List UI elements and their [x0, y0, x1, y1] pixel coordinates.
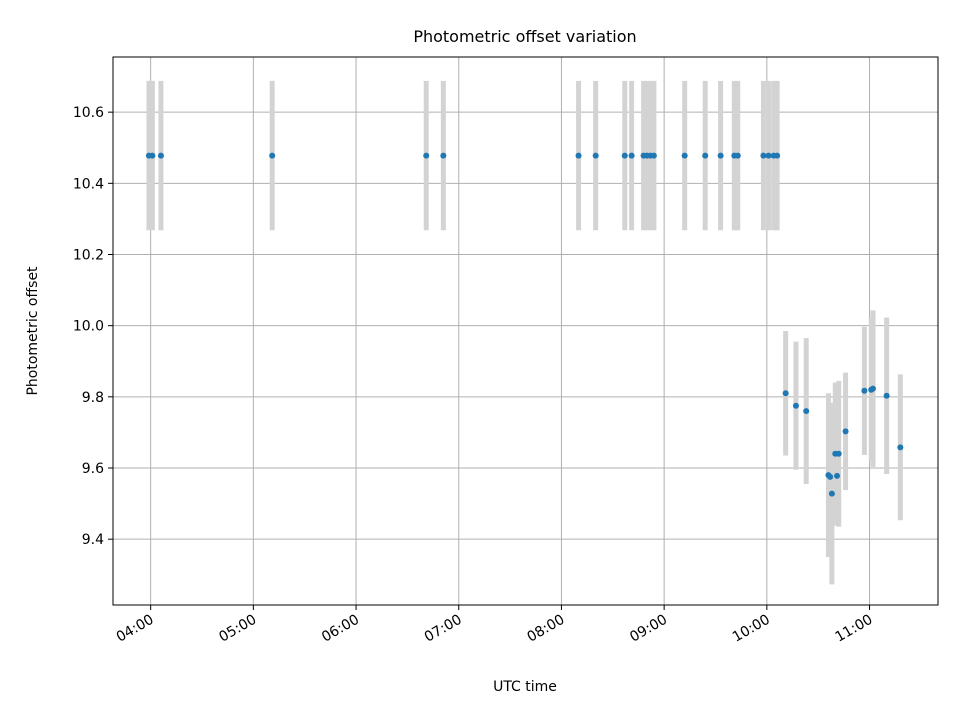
x-tick-label: 10:00 [730, 612, 773, 646]
x-tick-label: 11:00 [833, 612, 876, 646]
data-point [575, 152, 582, 159]
data-point [269, 152, 276, 159]
data-point [734, 152, 741, 159]
data-point [440, 152, 447, 159]
grid-lines [113, 57, 938, 605]
data-point [803, 408, 810, 415]
data-point [861, 387, 868, 394]
plot-frame [112, 56, 939, 606]
data-point [681, 152, 688, 159]
x-tick-label: 09:00 [627, 612, 670, 646]
data-point [760, 152, 767, 159]
data-point [842, 428, 849, 435]
x-tick-label: 06:00 [319, 612, 362, 646]
axis-ticks: 04:00 05:00 06:00 07:00 08:00 09:00 10:00 11:00… [73, 105, 876, 645]
data-point [423, 152, 430, 159]
error-bars [146, 80, 903, 585]
data-point [774, 152, 781, 159]
data-point [883, 392, 890, 399]
x-tick-label: 08:00 [524, 612, 567, 646]
x-tick-label: 05:00 [216, 612, 259, 646]
y-tick-label: 10.4 [73, 176, 104, 192]
data-point [782, 390, 789, 397]
y-tick-label: 9.6 [82, 461, 104, 477]
y-tick-label: 10.6 [73, 105, 104, 121]
data-point [702, 152, 709, 159]
data-point [792, 402, 799, 409]
data-point [869, 385, 876, 392]
data-point [765, 152, 772, 159]
data-points [145, 152, 904, 497]
y-tick-label: 9.4 [82, 532, 104, 548]
data-point [834, 472, 841, 479]
data-point [149, 152, 156, 159]
data-point [592, 152, 599, 159]
data-point [717, 152, 724, 159]
x-tick-label: 07:00 [422, 612, 465, 646]
data-point [621, 152, 628, 159]
data-point [157, 152, 164, 159]
x-axis-label: UTC time [493, 679, 557, 695]
y-tick-label: 10.0 [73, 319, 104, 335]
data-point [828, 490, 835, 497]
data-point [827, 473, 834, 480]
y-tick-label: 10.2 [73, 247, 104, 263]
x-tick-label: 04:00 [114, 612, 157, 646]
data-point [835, 450, 842, 457]
y-tick-label: 9.8 [82, 390, 104, 406]
data-point [650, 152, 657, 159]
y-axis-label: Photometric offset [25, 266, 41, 396]
data-point [628, 152, 635, 159]
chart-title: Photometric offset variation [413, 27, 636, 46]
data-point [897, 444, 904, 451]
